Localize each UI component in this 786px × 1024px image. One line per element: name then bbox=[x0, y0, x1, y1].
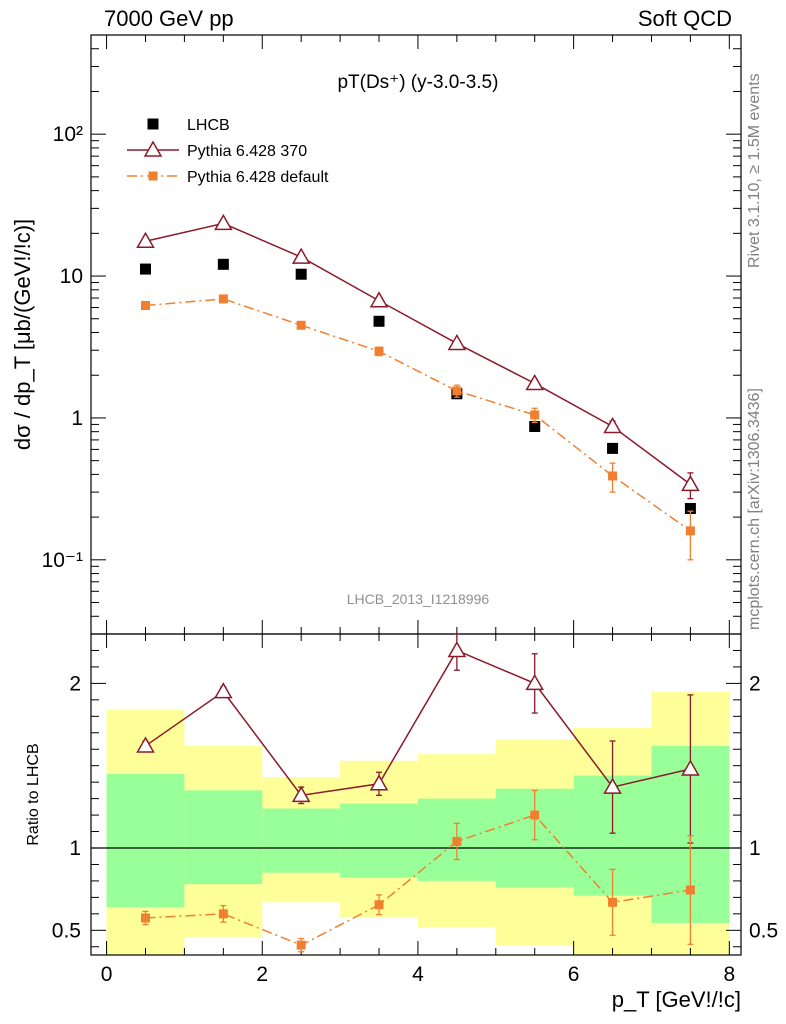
y-tick-label: 1 bbox=[71, 407, 83, 430]
ratio-plot-frame bbox=[90, 633, 742, 956]
ratio-y-tick-label-right: 0.5 bbox=[749, 919, 778, 942]
ratio-series-2-point bbox=[530, 810, 540, 820]
ratio-y-tick-label-right: 1 bbox=[749, 837, 761, 860]
ratio-band-inner bbox=[106, 773, 185, 908]
series-2-point bbox=[296, 320, 306, 330]
ratio-series-2-point bbox=[452, 836, 462, 846]
series-1-point bbox=[369, 291, 389, 308]
x-tick-label: 4 bbox=[412, 963, 424, 986]
x-tick-label: 6 bbox=[568, 963, 580, 986]
legend-label: Pythia 6.428 default bbox=[187, 169, 329, 186]
series-0-point bbox=[607, 442, 619, 454]
series-0-point bbox=[684, 502, 696, 514]
ratio-series-1-line bbox=[145, 649, 691, 797]
series-1-point bbox=[525, 373, 545, 391]
series-2-point bbox=[452, 386, 462, 396]
x-axis-title: p_T [GeV!/!c] bbox=[612, 987, 741, 1012]
x-tick-label: 0 bbox=[101, 963, 113, 986]
ratio-series-1-point bbox=[525, 673, 545, 691]
ratio-series-2-point bbox=[140, 913, 150, 923]
analysis-watermark: LHCB_2013_I1218996 bbox=[347, 591, 490, 607]
header-left-label: 7000 GeV pp bbox=[104, 6, 234, 31]
ratio-band-inner bbox=[184, 790, 263, 885]
chart-title: pT(Ds⁺) (y-3.0-3.5) bbox=[337, 72, 498, 93]
ratio-series-2-point bbox=[685, 885, 695, 895]
ratio-y-tick-label: 1 bbox=[69, 837, 81, 860]
x-tick-label: 2 bbox=[256, 963, 268, 986]
series-1-point bbox=[136, 231, 155, 248]
series-1-line bbox=[145, 222, 691, 486]
legend-marker bbox=[147, 118, 159, 130]
y-tick-label: 10 bbox=[60, 265, 83, 288]
legend-label: LHCB bbox=[187, 117, 230, 134]
series-0-point bbox=[139, 263, 151, 275]
y-tick-label: 10² bbox=[53, 123, 83, 146]
ratio-y-tick-label-right: 2 bbox=[749, 672, 761, 695]
series-0-point bbox=[217, 258, 229, 270]
series-1-point bbox=[214, 213, 233, 231]
series-1-point bbox=[681, 474, 700, 492]
series-2-point bbox=[530, 410, 540, 420]
legend-label: Pythia 6.428 370 bbox=[187, 143, 307, 160]
legend-marker bbox=[148, 171, 158, 181]
series-1-point bbox=[291, 247, 311, 264]
ratio-y-tick-label: 2 bbox=[69, 672, 81, 695]
series-2-point bbox=[140, 301, 150, 311]
ratio-series-1-point bbox=[136, 736, 155, 753]
ratio-y-axis-title: Ratio to LHCB bbox=[25, 743, 42, 845]
ratio-series-1-point bbox=[369, 774, 389, 791]
ratio-series-2-point bbox=[296, 940, 306, 950]
ratio-series-2-line bbox=[145, 814, 691, 946]
series-0-point bbox=[529, 421, 541, 433]
series-1-point bbox=[447, 333, 467, 351]
ratio-series-1-point bbox=[447, 640, 467, 658]
series-1-point bbox=[603, 417, 622, 434]
series-0-point bbox=[295, 268, 307, 280]
ratio-y-tick-label: 0.5 bbox=[52, 919, 81, 942]
series-2-point bbox=[608, 471, 618, 481]
header-right-label: Soft QCD bbox=[637, 6, 732, 31]
series-2-point bbox=[218, 294, 228, 304]
series-2-point bbox=[374, 346, 384, 356]
ratio-series-2-point bbox=[374, 900, 384, 910]
ratio-series-1-point bbox=[214, 682, 233, 699]
series-0-point bbox=[373, 315, 385, 327]
ratio-series-1-point bbox=[603, 777, 622, 794]
ratio-series-2-point bbox=[218, 909, 228, 919]
ratio-series-2-point bbox=[608, 897, 618, 907]
legend-marker bbox=[143, 140, 163, 157]
y-tick-label: 10⁻¹ bbox=[42, 549, 83, 572]
ratio-band-inner bbox=[262, 808, 341, 873]
ratio-series-1-point bbox=[681, 759, 700, 776]
x-tick-label: 8 bbox=[723, 963, 735, 986]
y-axis-title: dσ / dp_T [μb/(GeV!/!c)] bbox=[10, 219, 35, 450]
series-2-line bbox=[145, 298, 691, 532]
ratio-band-inner bbox=[340, 803, 418, 878]
series-2-point bbox=[685, 526, 695, 536]
ratio-series-1-point bbox=[291, 785, 311, 803]
